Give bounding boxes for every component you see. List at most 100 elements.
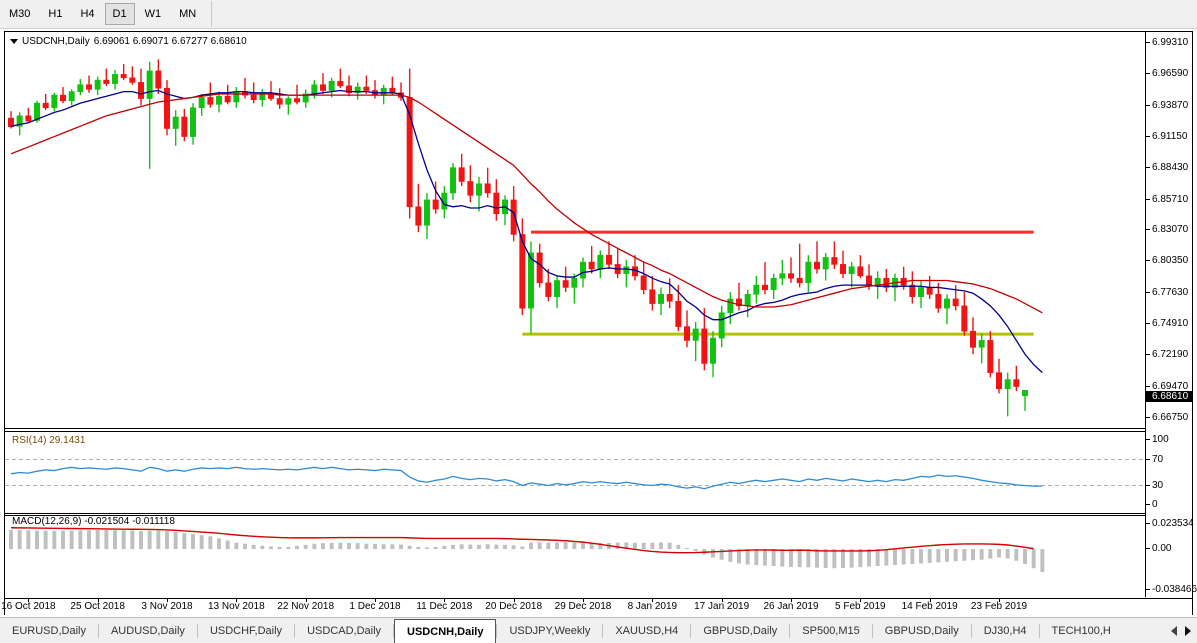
macd-histogram-bar <box>295 545 299 550</box>
candle-body <box>744 294 751 307</box>
macd-histogram-bar <box>711 549 715 558</box>
timeframe-button-w1[interactable]: W1 <box>144 8 162 20</box>
candle-body <box>866 275 872 286</box>
candle-body <box>727 298 734 314</box>
scroll-left-icon[interactable] <box>1171 626 1177 636</box>
rsi-panel[interactable] <box>5 431 1146 513</box>
macd-histogram-bar <box>806 549 811 568</box>
macd-histogram-bar <box>641 542 646 550</box>
candle-body <box>476 183 482 196</box>
candle-body <box>580 261 586 279</box>
ohlc-values: 6.69061 6.69071 6.67277 6.68610 <box>93 36 247 47</box>
macd-histogram-bar <box>1023 549 1027 564</box>
candle-body <box>883 277 890 288</box>
candle-body <box>710 337 716 364</box>
macd-histogram-bar <box>910 549 915 564</box>
candle-body <box>432 199 439 210</box>
time-axis-label: 16 Oct 2018 <box>1 601 56 612</box>
time-axis-tick <box>860 599 862 602</box>
timeframe-button-m30[interactable]: M30 <box>9 8 31 20</box>
macd-histogram-bar <box>971 549 975 561</box>
chart-tab-usdcad-daily[interactable]: USDCAD,Daily <box>307 625 382 637</box>
scroll-right-icon[interactable] <box>1185 626 1191 636</box>
chevron-down-icon[interactable] <box>10 39 18 44</box>
candle-body <box>285 98 292 105</box>
macd-histogram-bar <box>217 538 221 550</box>
rsi-scale-tick: 30 <box>1146 480 1192 491</box>
time-axis-tick <box>721 599 723 602</box>
chart-tab-gbpusd-daily[interactable]: GBPUSD,Daily <box>703 625 778 637</box>
time-axis-tick <box>652 599 654 602</box>
chart-tab-usdcnh-daily[interactable]: USDCNH,Daily <box>394 619 497 643</box>
time-axis-label: 13 Nov 2018 <box>207 601 265 612</box>
candle-body <box>328 80 335 91</box>
candle-body <box>276 98 283 105</box>
macd-histogram-bar <box>251 544 256 550</box>
candle-body <box>484 183 491 194</box>
candle-body <box>1013 379 1020 387</box>
time-axis[interactable]: 16 Oct 2018 25 Oct 2018 3 Nov 2018 13 Nov 2… <box>1 599 1192 615</box>
timeframe-button-d1[interactable]: D1 <box>104 3 135 25</box>
chart-tab-eurusd-daily[interactable]: EURUSD,Daily <box>12 625 86 637</box>
chart-tab-gbpusd-daily[interactable]: GBPUSD,Daily <box>884 625 959 637</box>
timeframe-button-mn[interactable]: MN <box>179 8 197 20</box>
chart-area[interactable]: USDCNH,Daily 6.69061 6.69071 6.67277 6.6… <box>1 31 1197 615</box>
rsi-indicator-label: RSI(14) 29.1431 <box>12 435 86 446</box>
macd-histogram-bar <box>17 530 22 550</box>
macd-histogram-bar <box>494 544 499 550</box>
candle-body <box>562 280 569 288</box>
macd-scale-tick: -0.038466 <box>1146 584 1197 595</box>
candle-body <box>380 87 387 96</box>
candle-body <box>736 298 742 307</box>
macd-histogram-bar <box>867 549 871 567</box>
tab-separator <box>97 624 99 638</box>
time-axis-label: 20 Dec 2018 <box>485 601 543 612</box>
candle-body <box>103 79 110 84</box>
candle-body <box>831 257 838 265</box>
macd-histogram-bar <box>373 543 377 550</box>
candle-body <box>259 93 266 101</box>
macd-histogram-bar <box>789 549 793 567</box>
time-axis-label: 25 Oct 2018 <box>70 601 125 612</box>
chart-tab-audusd-daily[interactable]: AUDUSD,Daily <box>110 625 185 637</box>
chart-tab-sp500-m15[interactable]: SP500,M15 <box>802 625 860 637</box>
chart-tab-usdchf-daily[interactable]: USDCHF,Daily <box>209 625 283 637</box>
macd-histogram-bar <box>52 530 57 550</box>
candle-body <box>788 273 794 279</box>
candle-body <box>198 97 205 109</box>
tab-separator <box>196 624 198 638</box>
macd-histogram-bar <box>719 549 724 560</box>
time-axis-label: 29 Dec 2018 <box>554 601 612 612</box>
macd-histogram-bar <box>728 549 733 562</box>
price-scale-axis[interactable]: 6.99310 6.96590 6.93870 6.91150 6.88430 6.857… <box>1145 32 1197 597</box>
chart-tab-xauusd-h4[interactable]: XAUUSD,H4 <box>615 625 679 637</box>
chart-tab-bar[interactable]: EURUSD,Daily AUDUSD,Daily USDCHF,Daily USDC… <box>0 617 1197 643</box>
symbol-timeframe-label: USDCNH,Daily <box>22 36 90 47</box>
macd-histogram-bar <box>442 545 447 550</box>
candle-body <box>155 70 162 89</box>
candle-body <box>770 277 777 291</box>
macd-histogram-bar <box>997 549 1001 558</box>
timeframe-button-h4[interactable]: H4 <box>80 8 95 20</box>
price-panel[interactable] <box>5 32 1146 427</box>
chart-tab-usdjpy-weekly[interactable]: USDJPY,Weekly <box>509 625 591 637</box>
time-axis-divider <box>5 598 1192 599</box>
timeframe-button-h1[interactable]: H1 <box>48 8 63 20</box>
macd-histogram-bar <box>520 546 525 550</box>
candlestick-plot <box>8 59 1043 417</box>
macd-panel[interactable] <box>5 515 1146 598</box>
time-axis-tick <box>999 599 1000 602</box>
candle-body <box>363 86 370 91</box>
macd-histogram-bar <box>407 545 412 550</box>
macd-histogram-bar <box>451 544 455 550</box>
time-axis-label: 14 Feb 2019 <box>901 601 958 612</box>
macd-scale-tick: 0.00 <box>1146 543 1192 554</box>
candle-body <box>753 284 760 295</box>
candle-body <box>987 340 994 373</box>
chart-tab-tech100-h[interactable]: TECH100,H <box>1051 625 1111 637</box>
macd-histogram-bar <box>69 530 74 550</box>
chart-tab-dj30-h4[interactable]: DJ30,H4 <box>983 625 1027 637</box>
macd-histogram-bar <box>425 547 429 550</box>
time-axis-tick <box>375 599 376 602</box>
macd-histogram-bar <box>130 530 135 550</box>
